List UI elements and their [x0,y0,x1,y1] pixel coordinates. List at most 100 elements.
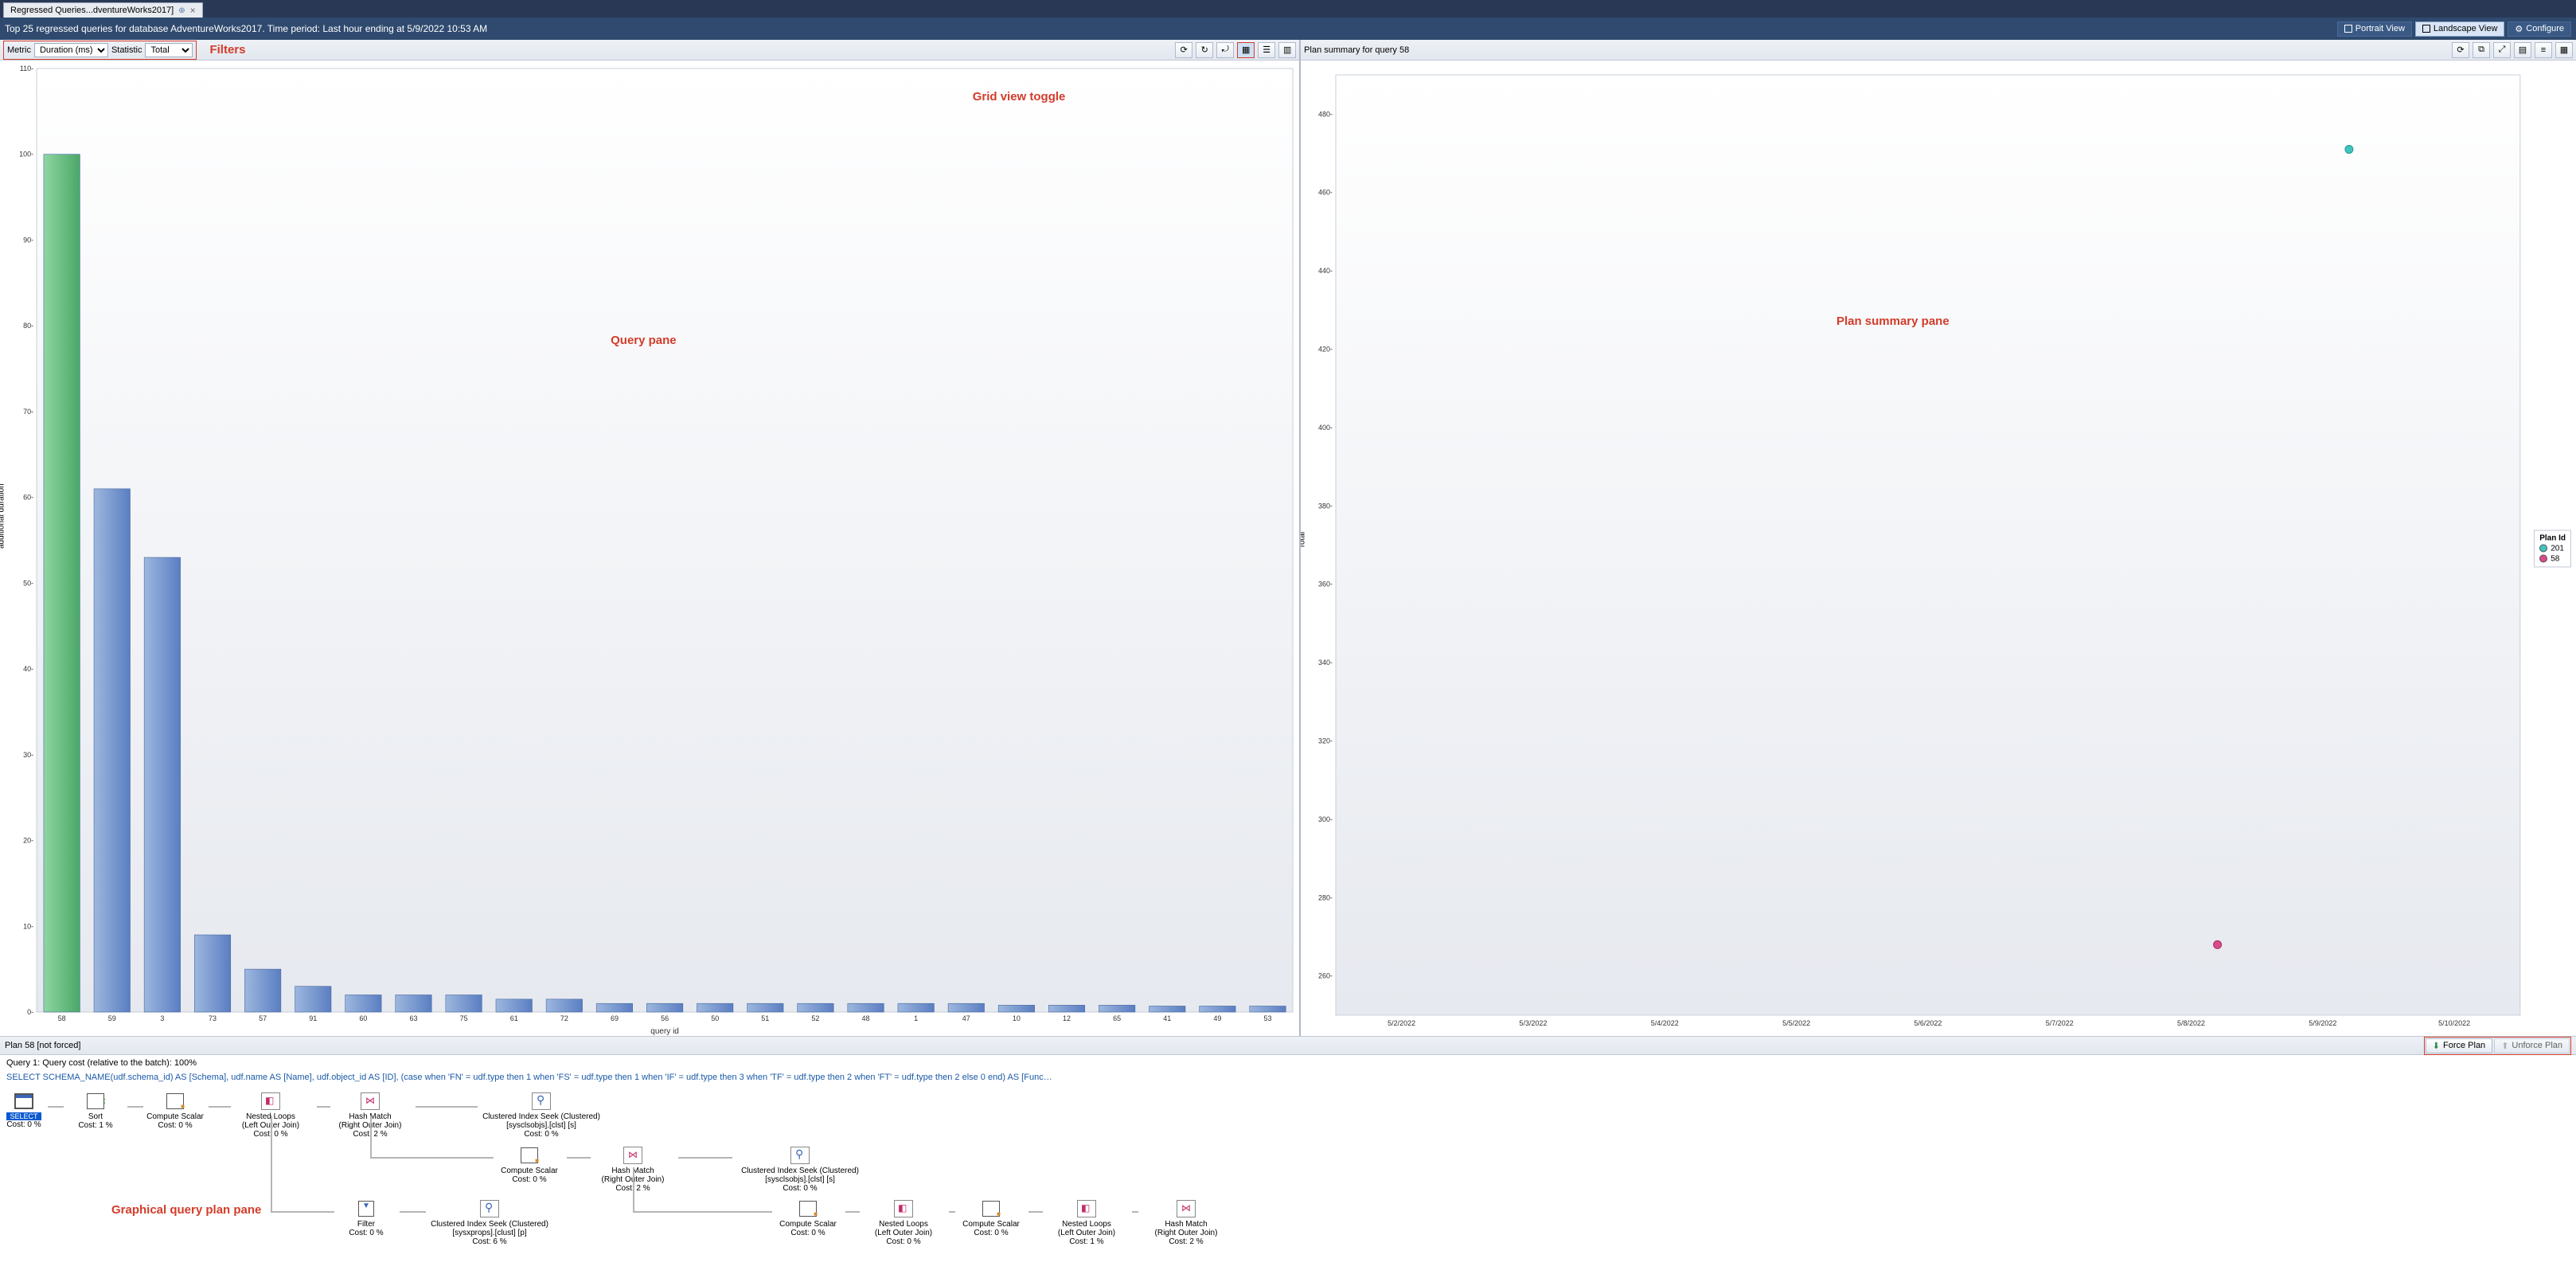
svg-text:10-: 10- [23,922,33,930]
svg-text:60-: 60- [23,494,33,502]
svg-text:41: 41 [1163,1014,1171,1022]
plan-node[interactable]: Clustered Index Seek (Clustered)[sysxpro… [418,1199,561,1246]
svg-text:63: 63 [409,1014,417,1022]
svg-text:3: 3 [160,1014,164,1022]
svg-text:5/10/2022: 5/10/2022 [2438,1019,2470,1027]
svg-text:69: 69 [611,1014,619,1022]
svg-text:query id: query id [650,1027,679,1036]
ann-plan-pane: Graphical query plan pane [111,1203,261,1217]
svg-text:80-: 80- [23,322,33,330]
tab-title: Regressed Queries...dventureWorks2017] [10,6,174,15]
plan-node[interactable]: Nested Loops(Left Outer Join)Cost: 0 % [856,1199,951,1246]
svg-text:1: 1 [914,1014,918,1022]
svg-text:59: 59 [108,1014,116,1022]
svg-text:49: 49 [1213,1014,1221,1022]
refresh-icon[interactable]: ⟳ [1175,42,1192,58]
filter-controls: Metric Duration (ms) Statistic Total [3,41,197,60]
portrait-icon [2344,25,2352,33]
svg-text:5/8/2022: 5/8/2022 [2177,1019,2205,1027]
landscape-view-button[interactable]: Landscape View [2415,21,2505,37]
svg-text:40-: 40- [23,665,33,673]
plan-node[interactable]: Compute ScalarCost: 0 % [490,1146,569,1184]
svg-text:5/6/2022: 5/6/2022 [1914,1019,1942,1027]
chart-view-icon[interactable]: ▥ [1278,42,1296,58]
svg-text:50-: 50- [23,579,33,587]
svg-text:50: 50 [711,1014,719,1022]
svg-text:440-: 440- [1318,267,1333,275]
svg-text:10: 10 [1013,1014,1021,1022]
filter-icon[interactable]: ▤ [2514,42,2531,58]
plan-node[interactable]: Compute ScalarCost: 0 % [139,1092,211,1130]
plan-summary-title: Plan summary for query 58 [1304,45,1409,55]
plan-node[interactable]: Clustered Index Seek (Clustered)[sysclso… [470,1092,613,1139]
plan-legend: Plan Id 20158 [2534,530,2571,567]
force-icon: ⬇ [2433,1041,2440,1051]
svg-text:61: 61 [510,1014,518,1022]
plan-node[interactable]: Nested Loops(Left Outer Join)Cost: 1 % [1039,1199,1134,1246]
plan-summary-chart[interactable]: 260-280-300-320-340-360-380-400-420-440-… [1301,61,2576,1036]
ann-filters: Filters [209,43,245,57]
plan-node[interactable]: Hash Match(Right Outer Join)Cost: 2 % [1134,1199,1238,1246]
list-icon[interactable]: ≡ [2535,42,2552,58]
landscape-icon [2422,25,2430,33]
pin-icon[interactable]: ⊕ [178,6,185,15]
plan-node[interactable]: Clustered Index Seek (Clustered)[sysclso… [728,1146,872,1193]
svg-text:72: 72 [560,1014,568,1022]
configure-button[interactable]: ⚙Configure [2508,21,2571,37]
svg-text:73: 73 [209,1014,217,1022]
portrait-view-button[interactable]: Portrait View [2337,21,2412,37]
svg-text:57: 57 [259,1014,267,1022]
zoom-icon[interactable]: ⤢ [2493,42,2511,58]
svg-text:110-: 110- [20,64,33,72]
grid-view-toggle[interactable]: ▦ [1237,42,1255,58]
page-title: Top 25 regressed queries for database Ad… [5,23,487,34]
svg-text:420-: 420- [1318,345,1333,353]
statistic-label: Statistic [111,45,142,55]
svg-text:75: 75 [460,1014,468,1022]
plan-node[interactable]: SELECTCost: 0 % [0,1092,48,1129]
plan-node[interactable]: Compute ScalarCost: 0 % [951,1199,1031,1237]
svg-text:260-: 260- [1318,972,1333,980]
track-icon[interactable]: ⤾ [1216,42,1234,58]
svg-text:480-: 480- [1318,110,1333,118]
close-icon[interactable]: × [190,5,196,16]
svg-text:5/4/2022: 5/4/2022 [1651,1019,1679,1027]
svg-text:380-: 380- [1318,502,1333,510]
metric-select[interactable]: Duration (ms) [34,43,108,57]
svg-text:280-: 280- [1318,893,1333,901]
svg-text:53: 53 [1264,1014,1272,1022]
svg-text:0-: 0- [27,1008,33,1016]
document-tab[interactable]: Regressed Queries...dventureWorks2017] ⊕… [3,2,203,18]
plan-sql-line: SELECT SCHEMA_NAME(udf.schema_id) AS [Sc… [0,1069,2576,1084]
query-chart[interactable]: 0-10-20-30-40-50-60-70-80-90-100-110-585… [0,61,1299,1036]
compare-icon[interactable]: ⧉ [2473,42,2490,58]
unforce-icon: ⬆ [2501,1041,2508,1051]
svg-text:58: 58 [58,1014,66,1022]
plan-node[interactable]: Compute ScalarCost: 0 % [768,1199,848,1237]
svg-text:90-: 90- [23,236,33,244]
svg-text:300-: 300- [1318,815,1333,823]
svg-text:91: 91 [309,1014,317,1022]
gear-icon: ⚙ [2515,24,2523,34]
plan-node[interactable]: SortCost: 1 % [64,1092,127,1130]
statistic-select[interactable]: Total [145,43,193,57]
y-axis-label: additional duration [0,483,6,549]
svg-text:5/9/2022: 5/9/2022 [2309,1019,2337,1027]
svg-text:56: 56 [661,1014,669,1022]
unforce-plan-button[interactable]: ⬆Unforce Plan [2494,1038,2570,1053]
svg-text:100-: 100- [19,150,33,158]
plan-node[interactable]: FilterCost: 0 % [330,1199,402,1237]
svg-text:52: 52 [811,1014,819,1022]
svg-text:400-: 400- [1318,424,1333,432]
table-view-icon[interactable]: ☰ [1258,42,1275,58]
svg-text:65: 65 [1113,1014,1121,1022]
refresh-icon[interactable]: ⟳ [2452,42,2469,58]
svg-text:12: 12 [1063,1014,1071,1022]
force-plan-button[interactable]: ⬇Force Plan [2426,1038,2492,1053]
query-plan-pane[interactable]: Query 1: Query cost (relative to the bat… [0,1055,2576,1278]
grid-icon[interactable]: ▦ [2555,42,2573,58]
svg-text:5/3/2022: 5/3/2022 [1520,1019,1548,1027]
y-axis-label-right: Total [1301,531,1307,548]
history-icon[interactable]: ↻ [1196,42,1213,58]
svg-text:340-: 340- [1318,659,1333,666]
